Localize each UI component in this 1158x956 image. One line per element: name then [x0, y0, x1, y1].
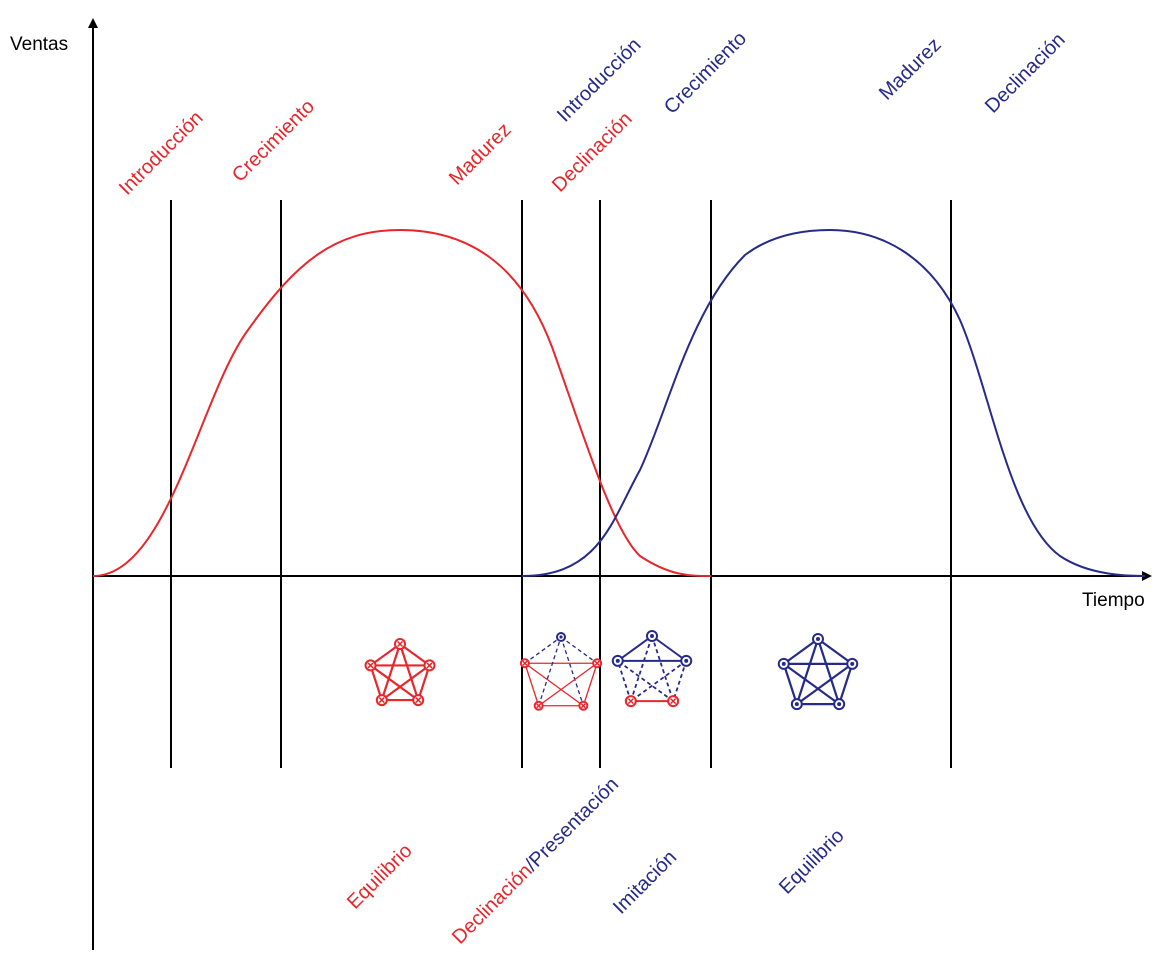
network-node [668, 696, 678, 706]
network-edge [652, 636, 686, 661]
network-node [535, 702, 543, 710]
blue-equilibrium-network-icon [779, 634, 857, 709]
bottom-label-decline-presentation: Declinación/Presentación [448, 773, 623, 948]
network-edge [797, 639, 818, 704]
network-edge [539, 637, 561, 706]
product-2-stage-introduction: Introducción [553, 34, 646, 127]
network-node [681, 656, 691, 666]
network-node [647, 631, 657, 641]
network-edge [673, 661, 686, 701]
bottom-label-imitation: Imitación [609, 846, 681, 918]
network-edge [784, 664, 839, 704]
network-edge [583, 663, 597, 705]
network-node [377, 695, 387, 705]
network-node [366, 660, 376, 670]
product-1-life-cycle-curve [93, 230, 711, 576]
network-edge [618, 661, 673, 701]
y-axis-label: Ventas [10, 34, 68, 55]
network-node [613, 656, 623, 666]
network-edge [631, 661, 686, 701]
red-equilibrium-network-icon [366, 639, 435, 705]
network-node [847, 659, 857, 669]
product-2-life-cycle-curve [522, 230, 1145, 576]
network-edge [525, 637, 561, 663]
network-edge [382, 665, 430, 700]
network-node [779, 659, 789, 669]
product-2-stage-decline: Declinación [981, 29, 1070, 118]
network-edge [818, 639, 839, 704]
product-2-stage-growth: Crecimiento [660, 28, 751, 119]
network-node [557, 633, 565, 641]
bottom-label-equilibrium-red: Equilibrio [343, 840, 417, 914]
network-edge [371, 665, 419, 700]
network-node [834, 699, 844, 709]
network-edge [618, 661, 631, 701]
network-edge [525, 663, 539, 705]
network-node [579, 702, 587, 710]
network-edge [618, 636, 652, 661]
red-declining-network-icon [521, 633, 601, 710]
network-edge [525, 663, 583, 705]
network-node [413, 695, 423, 705]
bottom-label-decline: Declinación [448, 860, 537, 949]
product-1-stage-maturity: Madurez [445, 119, 516, 190]
network-node [626, 696, 636, 706]
network-edge [652, 636, 673, 701]
network-edge [382, 644, 400, 700]
network-edge [561, 637, 583, 706]
network-node [792, 699, 802, 709]
network-edge [539, 663, 597, 705]
network-node [521, 659, 529, 667]
network-edge [631, 636, 652, 701]
product-1-stage-growth: Crecimiento [228, 96, 319, 187]
product-2-stage-maturity: Madurez [875, 34, 946, 105]
network-icons [366, 631, 858, 710]
network-node [593, 659, 601, 667]
network-edge [797, 664, 852, 704]
network-node [395, 639, 405, 649]
network-edge [561, 637, 597, 663]
bottom-label-presentation: Presentación [525, 773, 623, 871]
network-edge [400, 644, 418, 700]
product-1-stage-decline: Declinación [548, 108, 637, 197]
x-axis-label: Tiempo [1082, 590, 1145, 611]
blue-imitation-network-icon [613, 631, 691, 706]
network-node [424, 660, 434, 670]
network-node [813, 634, 823, 644]
bottom-label-equilibrium-blue: Equilibrio [775, 825, 849, 899]
product-1-stage-introduction: Introducción [115, 107, 208, 200]
